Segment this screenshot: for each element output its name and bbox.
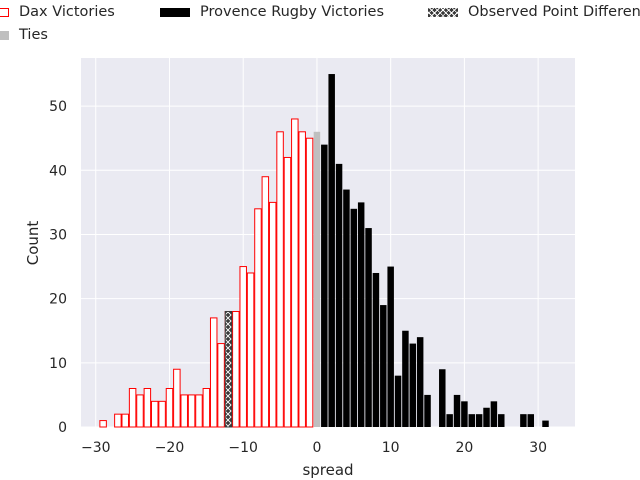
- bar-provence: [520, 414, 527, 427]
- bar-dax: [291, 118, 299, 428]
- legend-item-observed: Observed Point Difference: [428, 4, 640, 20]
- bar-dax: [99, 420, 107, 428]
- legend: Dax Victories Provence Rugby Victories O…: [0, 4, 640, 48]
- bar-provence: [402, 330, 409, 427]
- bar-dax: [180, 394, 188, 428]
- bar-provence: [365, 228, 372, 427]
- bar-provence: [394, 375, 402, 427]
- legend-swatch-provence: [160, 7, 190, 17]
- y-tick-labels: 0 10 20 30 40 50: [49, 99, 67, 436]
- y-tick-label: 10: [49, 356, 67, 372]
- bar-dax: [165, 387, 174, 428]
- bar-dax: [150, 400, 159, 428]
- bar-provence: [490, 401, 498, 427]
- x-tick-labels: −30 −20 −10 0 10 20 30: [81, 440, 547, 456]
- x-tick-label: 20: [455, 440, 473, 456]
- bars: [99, 74, 549, 428]
- bar-provence: [387, 266, 394, 427]
- bar-provence: [542, 420, 549, 427]
- x-tick-label: −10: [228, 440, 258, 456]
- bar-provence: [468, 414, 476, 427]
- bar-provence: [380, 305, 387, 427]
- bar-dax: [202, 387, 211, 428]
- bar-provence: [527, 414, 535, 427]
- bar-provence: [372, 272, 380, 427]
- legend-item-provence: Provence Rugby Victories: [160, 4, 384, 20]
- bar-dax: [239, 266, 247, 428]
- x-tick-label: 10: [382, 440, 400, 456]
- bar-dax: [195, 394, 203, 428]
- bar-provence: [321, 144, 328, 428]
- bar-dax: [143, 387, 152, 428]
- bar-provence: [483, 407, 490, 427]
- x-tick-label: −20: [155, 440, 185, 456]
- legend-label-dax: Dax Victories: [19, 4, 115, 20]
- bar-dax: [246, 272, 255, 428]
- y-tick-label: 0: [58, 420, 67, 436]
- bar-provence: [498, 414, 505, 427]
- plot-background: [81, 58, 575, 427]
- y-tick-label: 30: [49, 227, 67, 243]
- bar-dax: [114, 413, 122, 428]
- y-tick-label: 20: [49, 292, 67, 308]
- grid: [81, 58, 575, 428]
- y-axis-label: Count: [24, 221, 42, 266]
- legend-swatch-dax: [0, 7, 9, 17]
- legend-swatch-ties: [0, 30, 9, 40]
- bar-dax: [173, 368, 181, 428]
- legend-label-observed: Observed Point Difference: [468, 4, 640, 20]
- bar-provence: [453, 394, 461, 427]
- bar-dax: [136, 394, 144, 428]
- legend-swatch-observed: [428, 7, 458, 17]
- bar-dax: [209, 317, 218, 428]
- y-tick-label: 50: [49, 99, 67, 115]
- x-tick-label: −30: [81, 440, 111, 456]
- legend-item-dax: Dax Victories: [0, 4, 115, 20]
- bar-dax: [217, 343, 225, 428]
- bar-dax: [261, 176, 270, 428]
- bar-provence: [461, 401, 468, 427]
- legend-label-ties: Ties: [19, 27, 48, 43]
- legend-item-ties: Ties: [0, 27, 48, 43]
- bar-provence: [409, 343, 417, 427]
- x-tick-label: 30: [529, 440, 547, 456]
- bar-dax: [128, 387, 137, 428]
- legend-label-provence: Provence Rugby Victories: [200, 4, 385, 20]
- bar-provence: [424, 394, 431, 427]
- bar-dax: [268, 201, 277, 428]
- bar-dax: [158, 400, 166, 428]
- bar-provence: [416, 337, 424, 427]
- bar-dax: [298, 131, 306, 428]
- bar-provence: [439, 369, 446, 427]
- bar-provence: [446, 414, 453, 427]
- bar-provence: [475, 414, 483, 427]
- x-tick-label: 0: [312, 440, 321, 456]
- bar-dax: [232, 310, 240, 428]
- x-axis-label: spread: [302, 461, 353, 479]
- bar-observed: [224, 310, 233, 428]
- bar-dax: [305, 137, 314, 428]
- bar-provence: [328, 74, 335, 427]
- bar-dax: [283, 156, 292, 428]
- bar-provence: [350, 208, 358, 427]
- bar-provence: [343, 189, 350, 427]
- bar-provence: [357, 202, 365, 427]
- bar-provence: [335, 163, 343, 427]
- bar-ties: [313, 131, 321, 428]
- bar-dax: [121, 413, 129, 428]
- bar-dax: [254, 208, 262, 428]
- y-tick-label: 40: [49, 163, 67, 179]
- bar-dax: [187, 394, 196, 428]
- bar-dax: [276, 131, 284, 428]
